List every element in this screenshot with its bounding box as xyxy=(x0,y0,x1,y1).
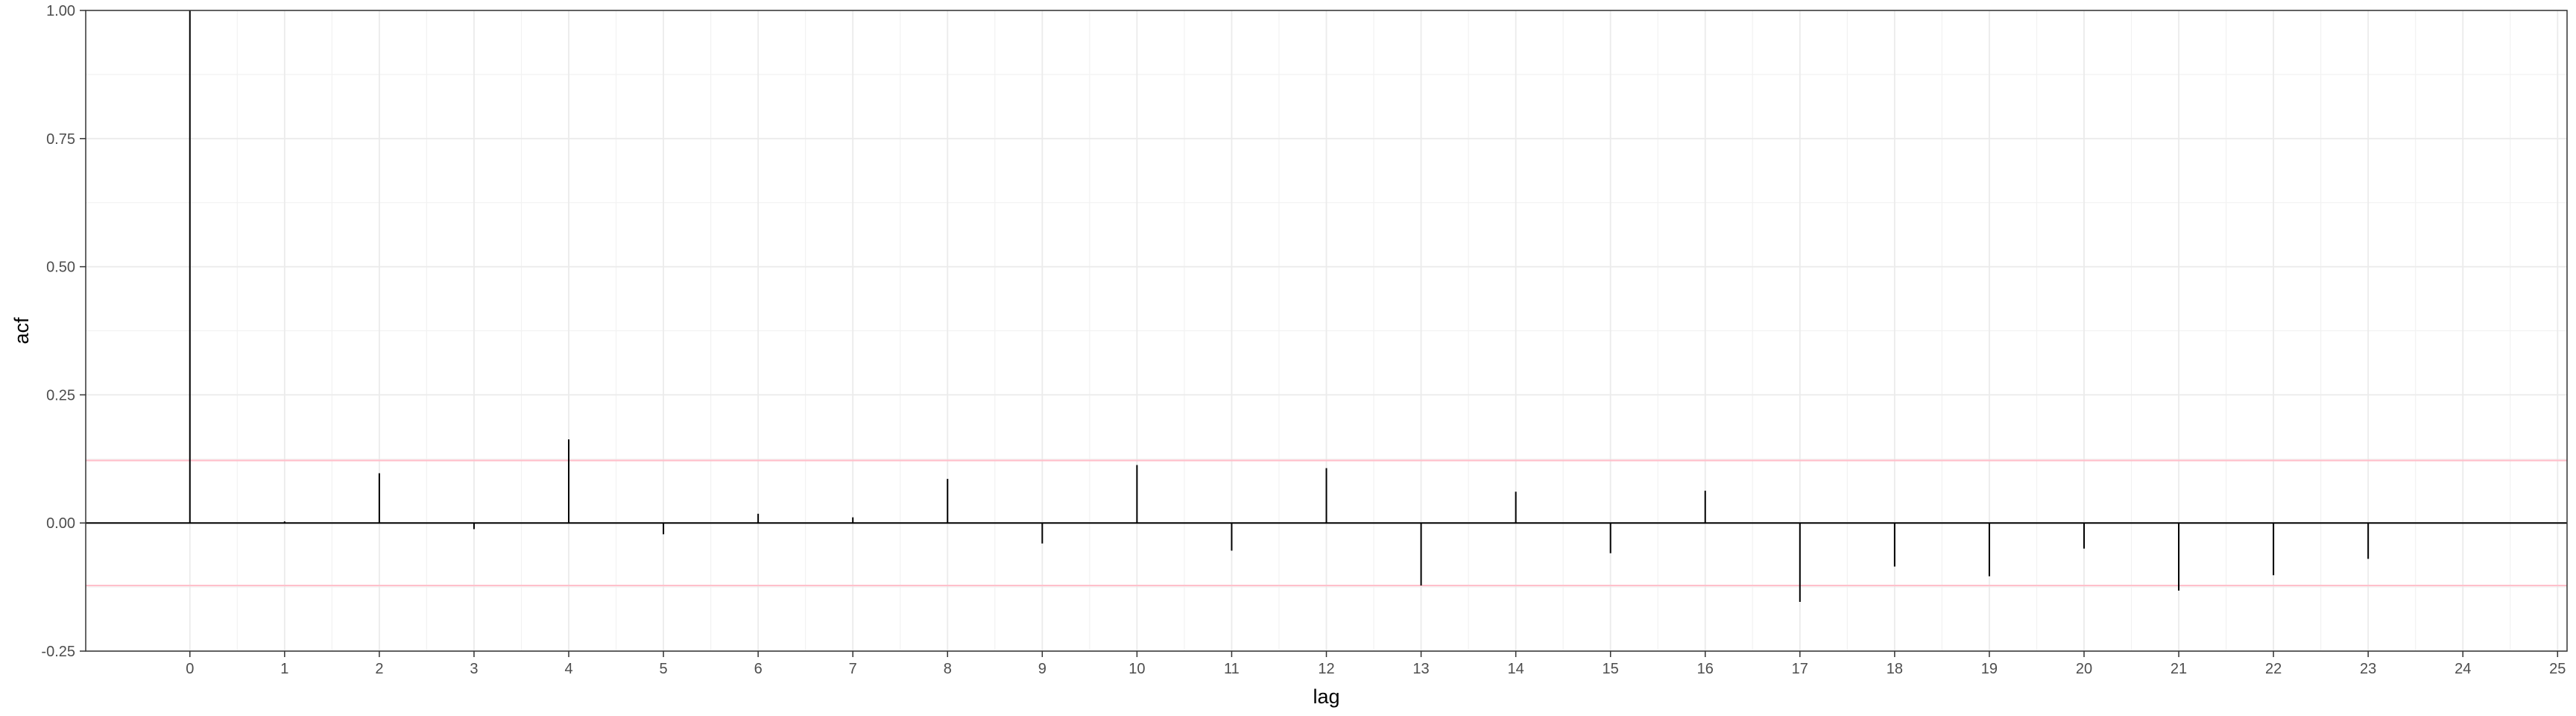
x-tick-label: 13 xyxy=(1412,661,1429,677)
x-tick-label: 17 xyxy=(1792,661,1808,677)
x-tick-label: 2 xyxy=(375,661,383,677)
x-tick-label: 8 xyxy=(944,661,952,677)
y-axis-label: acf xyxy=(10,317,33,345)
x-axis-label: lag xyxy=(1313,685,1339,708)
x-tick-label: 22 xyxy=(2265,661,2282,677)
x-tick-label: 24 xyxy=(2455,661,2471,677)
y-tick-label: 0.75 xyxy=(46,131,75,148)
x-tick-label: 12 xyxy=(1318,661,1334,677)
x-tick-label: 20 xyxy=(2076,661,2092,677)
y-tick-label: -0.25 xyxy=(41,644,75,660)
x-axis-ticks: 0 1 2 3 4 5 6 7 8 9 10 11 12 13 14 15 16 17 18 19 20 21 22 23 24… xyxy=(186,651,2566,677)
confidence-bounds xyxy=(86,459,2567,587)
x-tick-label: 14 xyxy=(1507,661,1524,677)
x-tick-label: 9 xyxy=(1038,661,1046,677)
x-tick-label: 7 xyxy=(849,661,857,677)
y-tick-label: 1.00 xyxy=(46,3,75,19)
x-tick-label: 18 xyxy=(1887,661,1903,677)
x-tick-label: 23 xyxy=(2360,661,2376,677)
y-tick-label: 0.00 xyxy=(46,515,75,532)
y-axis-ticks: -0.25 0.00 0.25 0.50 0.75 1.00 xyxy=(41,3,86,660)
acf-stems xyxy=(189,10,2370,603)
x-tick-label: 25 xyxy=(2549,661,2566,677)
x-tick-label: 6 xyxy=(754,661,763,677)
y-tick-label: 0.25 xyxy=(46,387,75,403)
y-tick-label: 0.50 xyxy=(46,260,75,276)
x-tick-label: 16 xyxy=(1697,661,1714,677)
x-tick-label: 3 xyxy=(470,661,478,677)
x-tick-label: 0 xyxy=(186,661,194,677)
x-tick-label: 15 xyxy=(1603,661,1619,677)
x-tick-label: 1 xyxy=(280,661,288,677)
x-tick-label: 11 xyxy=(1224,661,1240,677)
x-tick-label: 5 xyxy=(660,661,668,677)
minor-gridlines xyxy=(86,10,2567,651)
x-tick-label: 4 xyxy=(564,661,572,677)
x-tick-label: 19 xyxy=(1981,661,1998,677)
x-tick-label: 21 xyxy=(2171,661,2187,677)
x-tick-label: 10 xyxy=(1128,661,1145,677)
